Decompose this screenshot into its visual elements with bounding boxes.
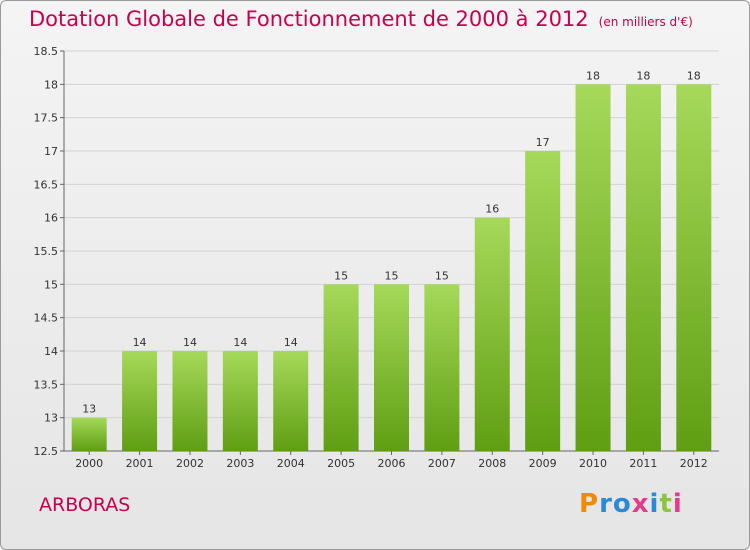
- bar-2001: [122, 351, 158, 451]
- bar-value-label: 16: [485, 203, 499, 216]
- proxiti-logo: Proxiti: [579, 489, 683, 519]
- bar-2012: [676, 84, 712, 451]
- bar-2005: [323, 284, 359, 451]
- bar-2004: [273, 351, 309, 451]
- bar-value-label: 18: [636, 69, 650, 82]
- bar-2003: [222, 351, 258, 451]
- y-tick-label: 16.5: [34, 178, 59, 191]
- y-tick-label: 13: [44, 412, 58, 425]
- logo-letter: x: [631, 489, 650, 519]
- bar-value-label: 13: [82, 403, 96, 416]
- bar-value-label: 15: [334, 269, 348, 282]
- y-tick-label: 14.5: [34, 312, 59, 325]
- x-tick-label: 2012: [680, 457, 708, 470]
- y-tick-label: 14: [44, 345, 58, 358]
- y-tick-label: 17: [44, 145, 58, 158]
- bar-2008: [474, 217, 510, 451]
- chart-subtitle: (en milliers d'€): [598, 15, 693, 29]
- x-tick-label: 2006: [378, 457, 406, 470]
- logo-letter: i: [649, 489, 660, 519]
- y-tick-label: 15: [44, 278, 58, 291]
- bar-2011: [625, 84, 661, 451]
- bar-2010: [575, 84, 611, 451]
- y-tick-label: 18: [44, 78, 58, 91]
- bar-2007: [424, 284, 460, 451]
- y-tick-label: 18.5: [34, 45, 59, 58]
- x-tick-label: 2010: [579, 457, 607, 470]
- bar-value-label: 18: [586, 69, 600, 82]
- x-tick-label: 2000: [75, 457, 103, 470]
- x-tick-label: 2003: [226, 457, 254, 470]
- bar-value-label: 14: [133, 336, 147, 349]
- chart-title: Dotation Globale de Fonctionnement de 20…: [29, 7, 693, 31]
- y-tick-label: 15.5: [34, 245, 59, 258]
- bar-2006: [374, 284, 409, 451]
- bar-value-label: 14: [284, 336, 298, 349]
- x-tick-label: 2004: [277, 457, 305, 470]
- bar-value-label: 15: [385, 269, 399, 282]
- bar-2002: [172, 351, 208, 451]
- bar-value-label: 14: [183, 336, 197, 349]
- bar-value-label: 17: [536, 136, 550, 149]
- bar-value-label: 14: [233, 336, 247, 349]
- x-tick-label: 2008: [478, 457, 506, 470]
- y-tick-label: 16: [44, 212, 58, 225]
- logo-letter: r: [599, 489, 613, 519]
- logo-letter: t: [659, 489, 673, 519]
- x-tick-label: 2009: [529, 457, 557, 470]
- x-tick-label: 2007: [428, 457, 456, 470]
- y-tick-label: 12.5: [34, 445, 59, 458]
- x-tick-label: 2002: [176, 457, 204, 470]
- logo-letter: o: [612, 489, 632, 519]
- logo-letter: P: [579, 489, 600, 519]
- x-tick-label: 2011: [629, 457, 657, 470]
- logo-letter: i: [672, 489, 683, 519]
- x-tick-label: 2005: [327, 457, 355, 470]
- chart-title-text: Dotation Globale de Fonctionnement de 20…: [29, 7, 589, 31]
- bar-value-label: 18: [687, 69, 701, 82]
- y-tick-label: 13.5: [34, 378, 59, 391]
- bar-2000: [71, 417, 107, 451]
- town-name: ARBORAS: [39, 494, 131, 516]
- bar-value-label: 15: [435, 269, 449, 282]
- x-tick-label: 2001: [126, 457, 154, 470]
- bar-2009: [525, 151, 561, 451]
- y-tick-label: 17.5: [34, 112, 59, 125]
